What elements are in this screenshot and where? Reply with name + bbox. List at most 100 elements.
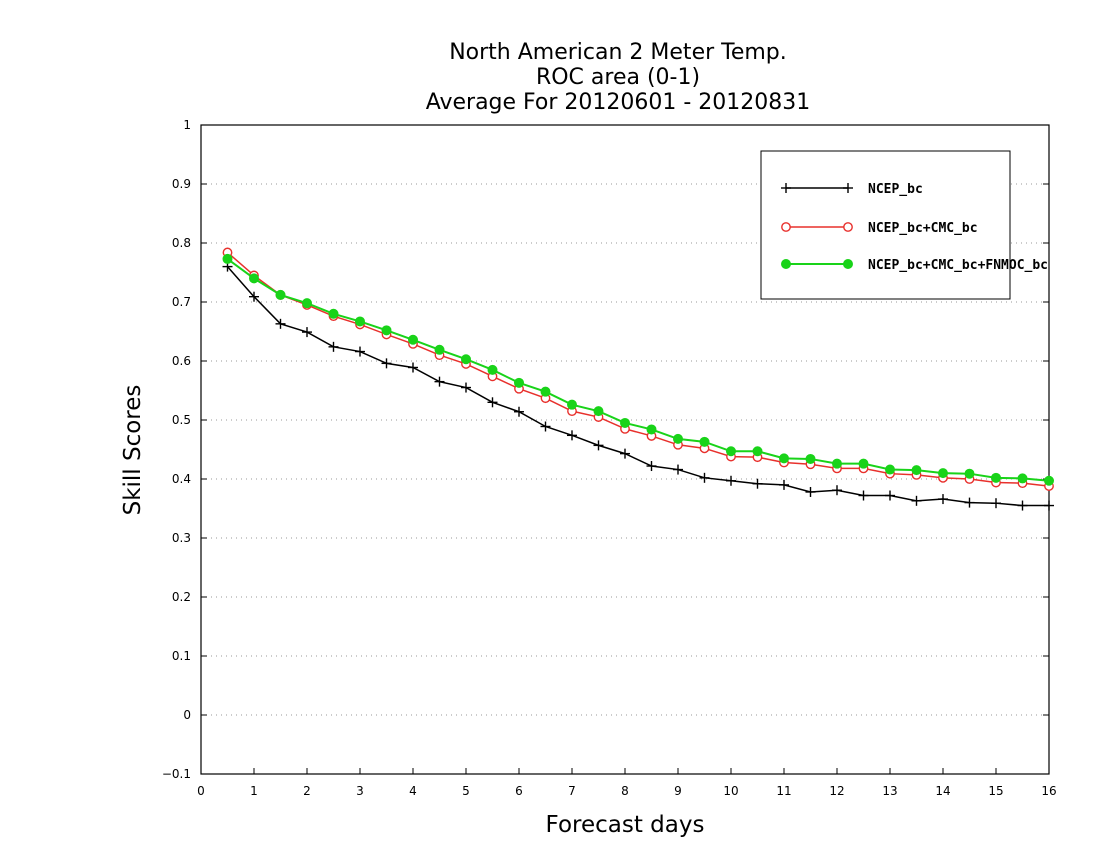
x-tick-label-16: 16 <box>1041 784 1056 798</box>
y-tick-label-10: 0.9 <box>172 177 191 191</box>
series-2-point-19 <box>726 446 736 457</box>
x-tick-label-5: 5 <box>462 784 470 798</box>
chart-title: North American 2 Meter Temp. ROC area (0… <box>426 40 811 115</box>
legend-label-1: NCEP_bc+CMC_bc <box>868 221 978 236</box>
x-tick-label-1: 1 <box>250 784 258 798</box>
series-2-point-6 <box>381 325 392 336</box>
series-0-point-27 <box>938 494 948 505</box>
series-2-point-28 <box>964 468 975 479</box>
series-2-point-4 <box>328 308 339 319</box>
x-tick-label-0: 0 <box>197 784 205 798</box>
series-0-point-31 <box>1044 500 1054 511</box>
series-2-point-15 <box>620 417 630 428</box>
x-tick-label-13: 13 <box>882 784 897 798</box>
series-2-point-24 <box>858 458 869 469</box>
series-2-point-8 <box>434 344 445 355</box>
x-axis-label: Forecast days <box>546 812 705 838</box>
series-0-point-23 <box>832 485 842 496</box>
legend-box <box>760 150 1011 300</box>
x-tick-label-8: 8 <box>621 784 629 798</box>
legend-marker-end-2 <box>843 259 853 269</box>
series-0-point-16 <box>646 461 657 472</box>
series-0-point-20 <box>752 478 763 489</box>
legend-item-2: NCEP_bc+CMC_bc+FNMOC_bc <box>781 258 1048 273</box>
series-0-point-3 <box>302 327 312 338</box>
title-line-2: ROC area (0-1) <box>536 65 700 90</box>
series-0-point-30 <box>1017 500 1028 511</box>
series-0-point-7 <box>408 362 418 373</box>
x-tick-label-12: 12 <box>829 784 844 798</box>
series-2-point-5 <box>355 316 365 327</box>
series-0-point-22 <box>805 486 816 497</box>
y-tick-label-4: 0.3 <box>172 531 191 545</box>
series-0-point-29 <box>991 498 1001 509</box>
series-0-point-26 <box>911 495 922 506</box>
y-tick-label-5: 0.4 <box>172 472 191 486</box>
series-2-point-12 <box>540 386 551 397</box>
x-tick-label-2: 2 <box>303 784 311 798</box>
series-0-point-14 <box>593 440 604 451</box>
series-0-point-8 <box>434 376 445 387</box>
series-0-point-1 <box>249 291 259 302</box>
y-tick-label-8: 0.7 <box>172 295 191 309</box>
series-0-point-15 <box>620 448 630 459</box>
y-tick-label-6: 0.5 <box>172 413 191 427</box>
title-line-1: North American 2 Meter Temp. <box>449 40 787 65</box>
series-2-point-18 <box>699 436 710 447</box>
series-0-point-24 <box>858 490 869 501</box>
series-0-point-11 <box>514 406 524 417</box>
x-tick-label-11: 11 <box>776 784 791 798</box>
series-0-point-4 <box>328 341 339 352</box>
series-0-point-13 <box>567 430 577 441</box>
series-0 <box>222 261 1054 511</box>
series-0-point-18 <box>699 472 710 483</box>
series-2-point-1 <box>249 273 259 284</box>
series-2-point-3 <box>302 298 312 309</box>
legend-marker-start-0 <box>781 183 791 193</box>
series-0-point-25 <box>885 490 895 501</box>
title-line-3: Average For 20120601 - 20120831 <box>426 90 811 115</box>
x-axis-ticks: 0 1 2 3 4 5 6 7 8 9 10 11 12 13 14 15 16 <box>197 768 1057 798</box>
y-tick-label-2: 0.1 <box>172 649 191 663</box>
series-2-point-27 <box>938 468 948 479</box>
legend-item-0: NCEP_bc <box>781 182 923 197</box>
legend-marker-start-1 <box>781 222 791 232</box>
x-tick-label-14: 14 <box>935 784 950 798</box>
series-2-point-9 <box>461 354 471 365</box>
series-2-point-13 <box>567 399 577 410</box>
series-2-point-16 <box>646 424 657 435</box>
series-0-point-5 <box>355 346 365 357</box>
series-2 <box>222 253 1054 486</box>
series-0-point-19 <box>726 475 736 486</box>
y-tick-label-7: 0.6 <box>172 354 191 368</box>
legend-label-0: NCEP_bc <box>868 182 923 197</box>
series-2-point-23 <box>832 458 842 469</box>
legend: NCEP_bc NCEP_bc+CMC_bc NCEP_bc+CMC_bc+FNMO… <box>760 150 1048 300</box>
series-2-point-22 <box>805 453 816 464</box>
series-layer <box>222 247 1054 511</box>
series-2-point-25 <box>885 464 895 475</box>
y-tick-label-9: 0.8 <box>172 236 191 250</box>
series-2-point-2 <box>275 289 286 300</box>
series-line-0 <box>226 266 1049 507</box>
x-tick-label-10: 10 <box>723 784 738 798</box>
series-0-point-17 <box>673 464 683 475</box>
x-tick-label-15: 15 <box>988 784 1003 798</box>
series-2-point-31 <box>1044 475 1054 486</box>
series-2-point-17 <box>673 433 683 444</box>
legend-marker-end-1 <box>843 222 853 232</box>
series-0-point-12 <box>540 421 551 432</box>
series-0-point-28 <box>964 497 975 508</box>
x-tick-label-7: 7 <box>568 784 576 798</box>
y-axis-label: Skill Scores <box>120 385 146 516</box>
series-2-point-10 <box>487 364 498 375</box>
x-tick-label-4: 4 <box>409 784 417 798</box>
series-2-point-11 <box>514 377 524 388</box>
series-0-point-10 <box>487 397 498 408</box>
legend-item-1: NCEP_bc+CMC_bc <box>781 221 978 236</box>
y-tick-label-1: 0 <box>183 708 191 722</box>
series-2-point-20 <box>752 446 763 457</box>
x-tick-label-3: 3 <box>356 784 364 798</box>
series-0-point-9 <box>461 382 471 393</box>
